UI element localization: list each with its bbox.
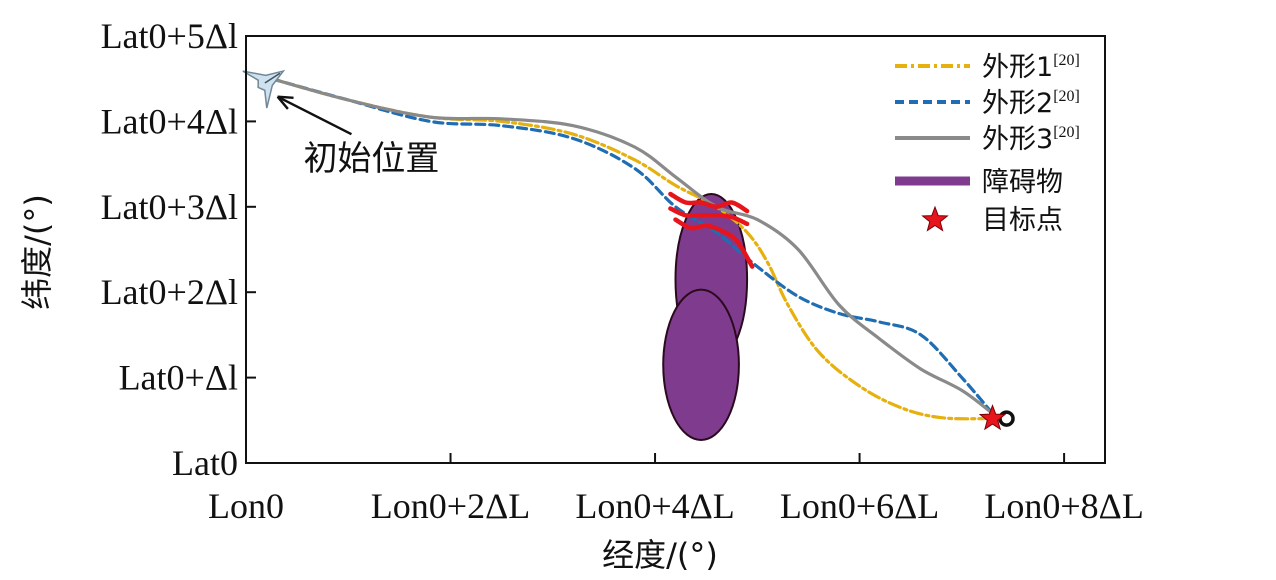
x-tick-label-3: Lon0+6ΔL (780, 486, 939, 526)
axes: Lon0 Lon0+2ΔL Lon0+4ΔL Lon0+6ΔL Lon0+8ΔL Lat0… (18, 16, 1144, 574)
trajectory-line-1 (270, 77, 995, 421)
legend-label-3: 外形3[20] (982, 124, 1080, 155)
legend-label-target: 目标点 (982, 205, 1063, 236)
trajectory-line-2 (270, 77, 995, 416)
x-tick-label-1: Lon0+2ΔL (371, 486, 530, 526)
legend-series-name: 外形1 (982, 52, 1053, 83)
y-tick-label-3: Lat0+3Δl (101, 187, 238, 227)
y-tick-label-0: Lat0 (172, 443, 238, 483)
x-tick-label-2: Lon0+4ΔL (575, 486, 734, 526)
legend-target-star (921, 205, 949, 232)
obstacle-boundary-curve-1 (668, 191, 750, 214)
legend-reference: [20] (1053, 52, 1080, 69)
legend-reference: [20] (1053, 88, 1080, 105)
legend-label-obstacle: 障碍物 (982, 167, 1063, 198)
target-star-marker (978, 404, 1007, 431)
y-tick-label-1: Lat0+Δl (119, 358, 238, 398)
legend-label-2: 外形2[20] (982, 88, 1080, 119)
x-tick-label-0: Lon0 (208, 486, 284, 526)
plot-area: 初始位置 (242, 69, 1015, 441)
annotation-arrow-line (277, 95, 352, 136)
legend-series-name: 外形3 (982, 124, 1053, 155)
legend-label-1: 外形1[20] (982, 52, 1080, 83)
obstacle-boundary-curve-3 (673, 217, 755, 269)
aircraft-start-icon (242, 69, 286, 109)
y-tick-label-2: Lat0+2Δl (101, 272, 238, 312)
y-tick-label-5: Lat0+5Δl (101, 16, 238, 56)
legend-reference: [20] (1053, 124, 1080, 141)
annotation-arrow-head (276, 95, 294, 110)
axes-frame (245, 35, 1106, 464)
aircraft-body (242, 69, 286, 109)
obstacle-boundary-curve-2 (668, 206, 750, 227)
y-axis-title: 纬度/(°) (18, 194, 56, 310)
aircraft-spine (264, 72, 281, 84)
obstacle-ellipse-2 (662, 288, 740, 441)
trajectory-line-3 (270, 77, 995, 416)
x-axis-title: 经度/(°) (602, 536, 718, 574)
x-tick-label-4: Lon0+8ΔL (984, 486, 1143, 526)
start-annotation-label: 初始位置 (303, 139, 439, 179)
y-tick-label-4: Lat0+4Δl (101, 101, 238, 141)
legend-series-name: 外形2 (982, 88, 1053, 119)
